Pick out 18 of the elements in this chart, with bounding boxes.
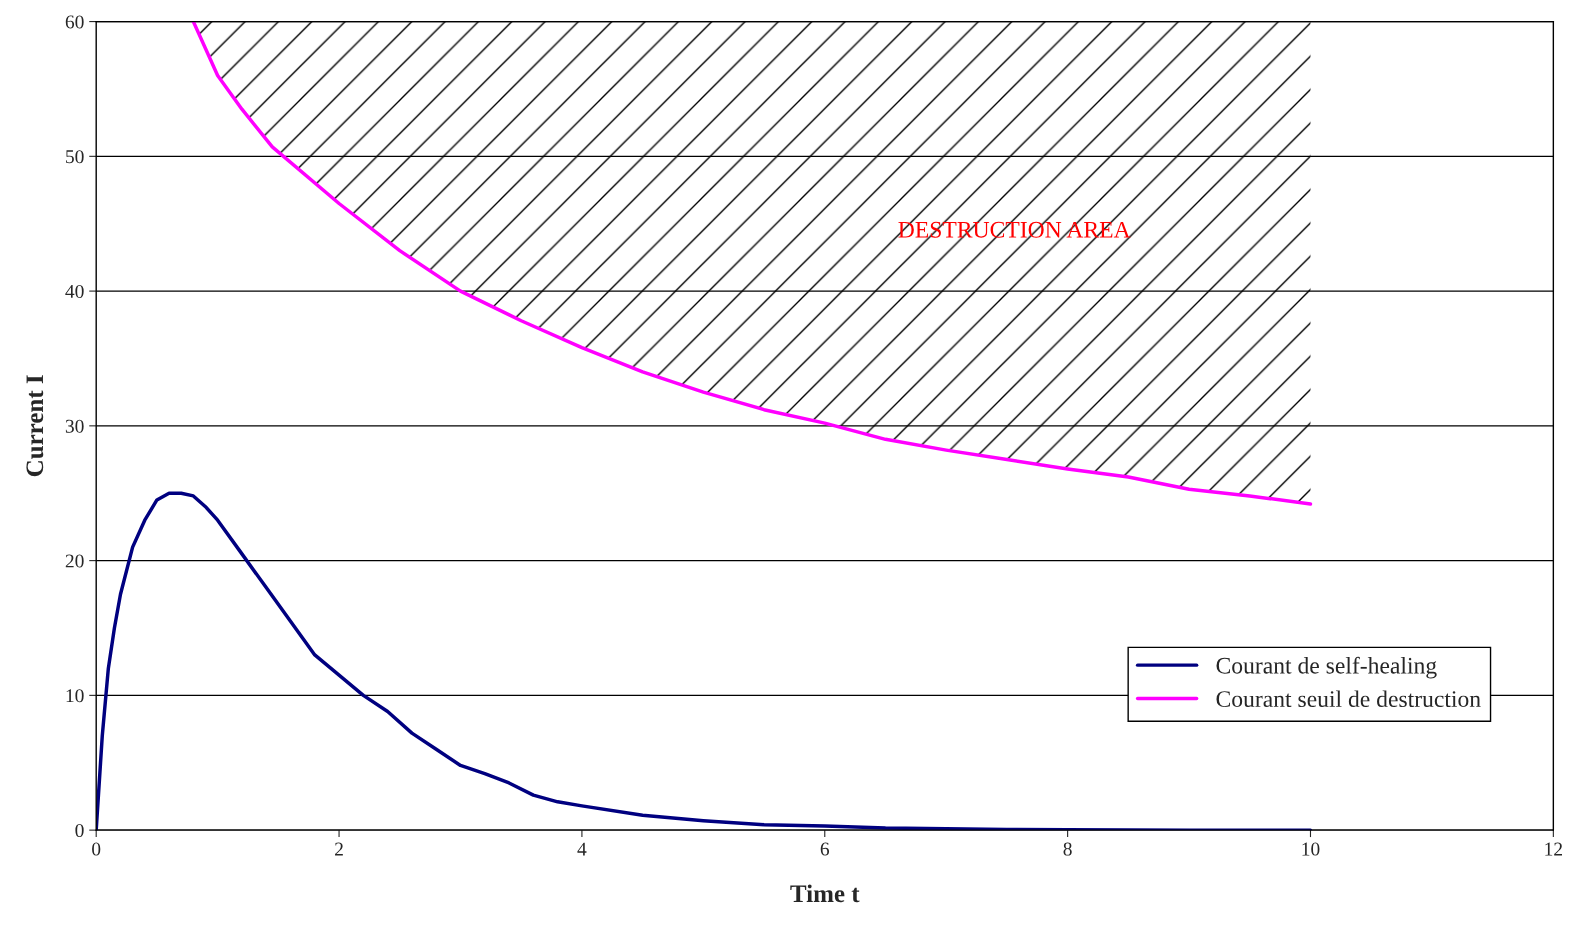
y-tick-label: 50: [66, 150, 84, 164]
x-tick-label: 8: [1063, 842, 1072, 856]
y-tick-label: 20: [65, 554, 84, 568]
x-tick-label: 0: [92, 842, 101, 856]
legend-label: Courant seuil de destruction: [1216, 690, 1481, 708]
x-tick-label: 2: [335, 842, 343, 856]
x-tick-label: 4: [577, 842, 587, 856]
x-axis-title: Time t: [790, 884, 860, 903]
y-axis-title: Current I: [26, 375, 44, 477]
x-tick-label: 12: [1545, 842, 1562, 856]
x-tick-label: 6: [820, 842, 830, 856]
x-tick-label: 10: [1302, 842, 1320, 856]
y-tick-label: 40: [65, 284, 84, 299]
y-tick-label: 10: [66, 689, 84, 703]
y-tick-label: 30: [65, 419, 84, 433]
y-tick-label: 60: [65, 15, 84, 29]
y-tick-label: 0: [75, 823, 84, 838]
legend-label: Courant de self-healing: [1216, 656, 1437, 679]
